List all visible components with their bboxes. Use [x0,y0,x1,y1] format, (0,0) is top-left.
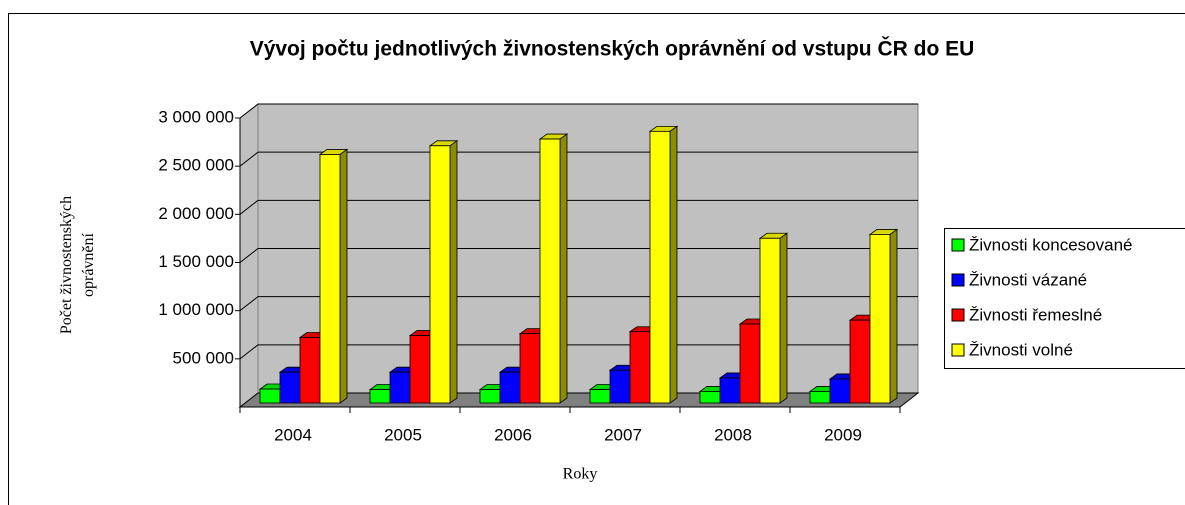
bar [429,145,451,404]
legend-label: Živnosti koncesované [969,235,1132,254]
grid-line [239,103,918,119]
bar [759,237,781,404]
bar [259,388,281,404]
bar-group [758,232,789,404]
bar [739,323,761,404]
legend: Živnosti koncesované Živnosti vázané Živno… [944,228,1185,369]
bar [609,369,631,404]
grid-line [239,248,918,263]
bar [519,333,541,404]
bar [809,391,831,404]
bar [849,319,871,404]
bar [369,389,391,404]
y-tick-label: 3 000 000 [158,107,234,126]
legend-label: Živnosti vázané [969,270,1087,289]
bar-group [648,125,679,404]
bar [389,371,411,404]
y-tick-label: 1 000 000 [158,300,234,319]
bar [589,389,611,404]
legend-swatch [951,238,965,252]
bar [479,389,501,404]
bar-side [339,148,348,404]
bar-group [538,133,569,404]
grid-line [239,151,918,167]
bar [319,154,341,404]
bar-group [428,140,459,404]
legend-label: Živnosti řemeslné [969,305,1102,324]
bar [829,378,851,404]
x-tick-label: 2004 [274,425,312,444]
grid-line [239,199,918,215]
bar-group [868,228,899,404]
bar [299,337,321,404]
x-tick-label: 2008 [714,425,752,444]
x-tick-label: 2007 [604,425,642,444]
bar [279,371,301,404]
bar-side [559,133,568,404]
x-tick-label: 2006 [494,425,532,444]
x-axis-label: Roky [563,466,598,483]
legend-swatch [951,308,965,322]
y-tick-label: 500 000 [173,348,234,367]
bar [699,391,721,404]
y-tick-label: 2 000 000 [158,204,234,223]
bar-side [449,140,458,404]
bar-side [889,228,898,404]
y-tick-label: 1 500 000 [158,252,234,271]
bar [539,138,561,404]
grid-line [239,296,918,312]
y-tick-label: 2 500 000 [158,156,234,175]
legend-box [944,228,1185,369]
x-tick-label: 2009 [824,425,862,444]
grid-line [239,344,918,360]
bar-group [318,148,349,404]
bar [499,371,521,404]
legend-label: Živnosti volné [969,340,1073,359]
bar [629,331,651,404]
x-tick-label: 2005 [384,425,422,444]
chart-title: Vývoj počtu jednotlivých živnostenských … [250,37,975,61]
legend-swatch [951,343,965,357]
bar [409,335,431,404]
bar [719,377,741,404]
bar-side [669,125,678,404]
bar [869,234,891,404]
y-axis-label: Počet živnostenských oprávnění [58,195,97,335]
bar-side [779,232,788,404]
legend-swatch [951,273,965,287]
bar [649,130,671,404]
